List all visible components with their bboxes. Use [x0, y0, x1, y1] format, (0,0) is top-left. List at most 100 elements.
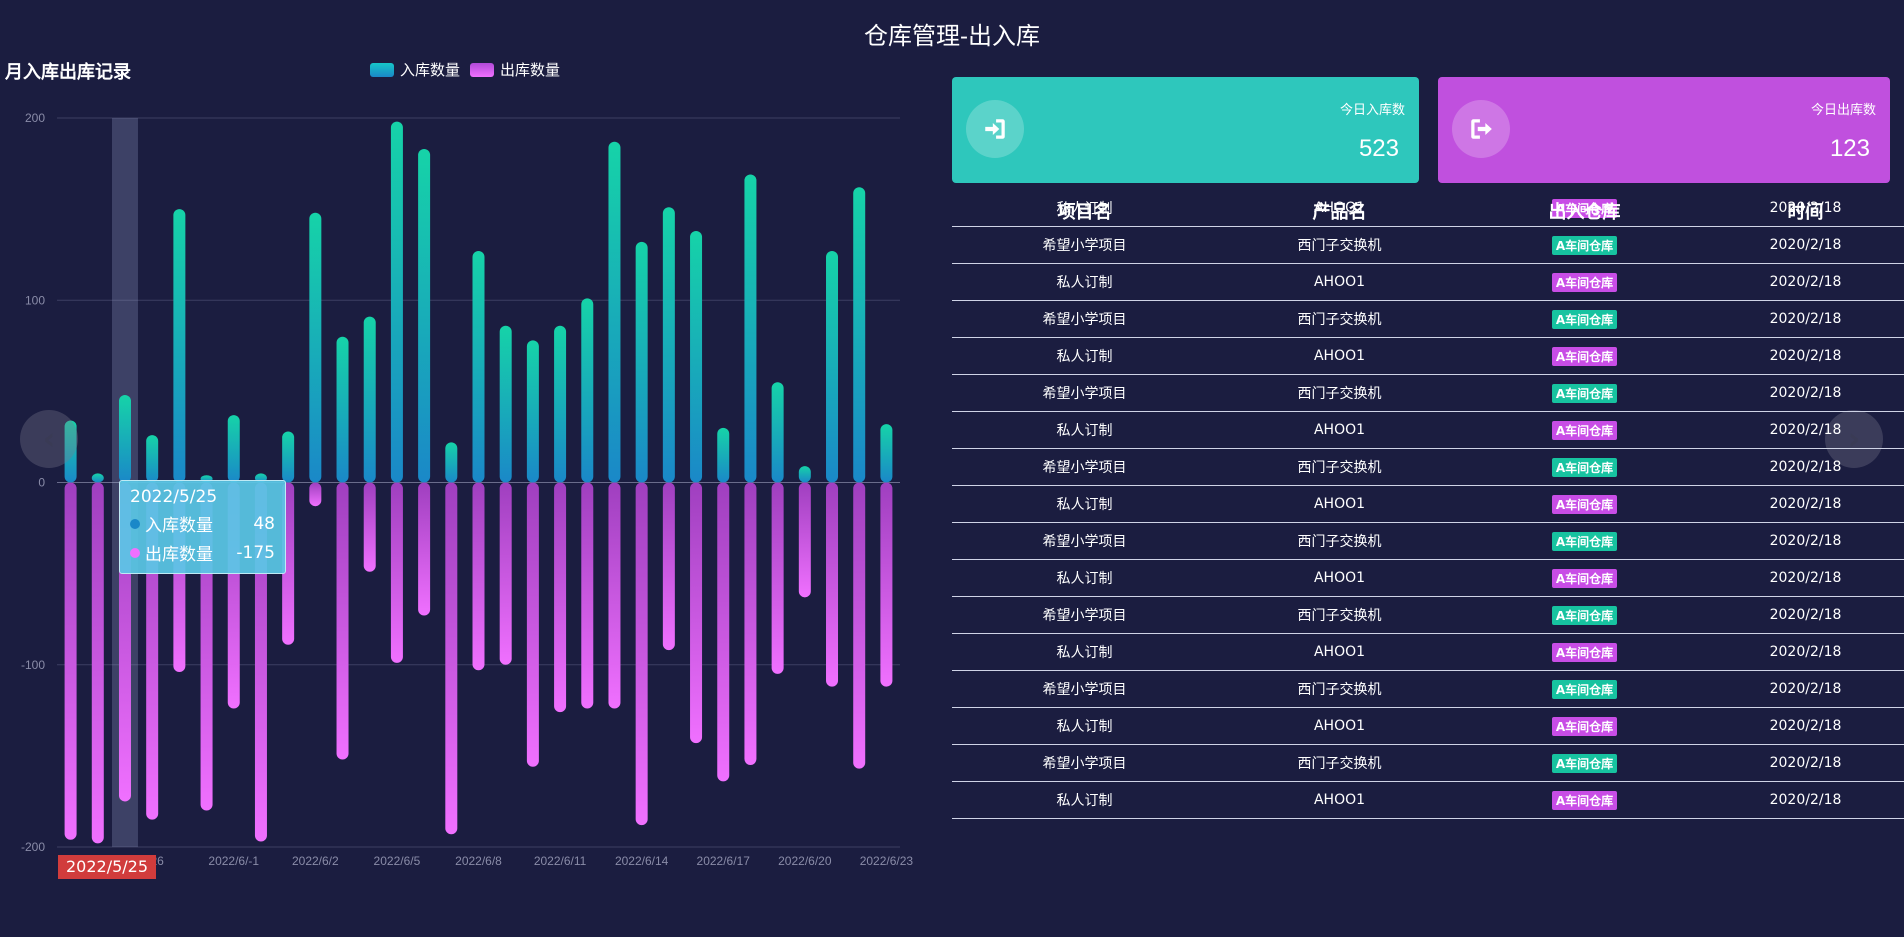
bar-in[interactable]	[64, 420, 77, 483]
table-row[interactable]: 私人订制 AHOO1 A车间仓库 2020/2/18	[952, 198, 1904, 227]
bar-out[interactable]	[418, 482, 431, 616]
table-row[interactable]: 希望小学项目 西门子交换机 A车间仓库 2020/2/18	[952, 301, 1904, 338]
cell-time: 2020/2/18	[1769, 237, 1842, 253]
bar-out[interactable]	[690, 482, 703, 744]
cell-product: AHOO1	[1313, 274, 1366, 290]
legend-item-in[interactable]: 入库数量	[370, 59, 460, 80]
bar-in[interactable]	[309, 212, 322, 483]
table-row[interactable]: 希望小学项目 西门子交换机 A车间仓库 2020/2/18	[952, 671, 1904, 708]
table-row[interactable]: 希望小学项目 西门子交换机 A车间仓库 2020/2/18	[952, 449, 1904, 486]
cell-product: AHOO1	[1313, 792, 1366, 808]
x-tick-label: 2022/6/8	[455, 854, 502, 868]
bar-in[interactable]	[717, 427, 730, 483]
bar-in[interactable]	[173, 209, 186, 483]
bar-out[interactable]	[499, 482, 512, 665]
bar-in[interactable]	[690, 230, 703, 483]
bar-out[interactable]	[554, 482, 567, 713]
cell-time: 2020/2/18	[1769, 681, 1842, 697]
table-row[interactable]: 私人订制 AHOO1 A车间仓库 2020/2/18	[952, 412, 1904, 449]
bar-out[interactable]	[717, 482, 730, 782]
bar-in[interactable]	[499, 325, 512, 483]
cell-warehouse: A车间仓库	[1462, 753, 1707, 773]
table-row[interactable]: 私人订制 AHOO1 A车间仓库 2020/2/18	[952, 708, 1904, 745]
tooltip-row-out: 出库数量 -175	[130, 540, 275, 565]
table-row[interactable]: 私人订制 AHOO1 A车间仓库 2020/2/18	[952, 264, 1904, 301]
y-tick-label: -100	[21, 658, 45, 672]
table-row[interactable]: 希望小学项目 西门子交换机 A车间仓库 2020/2/18	[952, 227, 1904, 264]
bar-in[interactable]	[363, 316, 376, 483]
bar-out[interactable]	[472, 482, 485, 671]
bar-in[interactable]	[146, 435, 159, 483]
bar-in[interactable]	[635, 241, 648, 483]
bar-out[interactable]	[91, 482, 104, 844]
header-warehouse: 出入仓库	[1548, 202, 1621, 223]
bar-out[interactable]	[744, 482, 757, 765]
table-row[interactable]: 希望小学项目 西门子交换机 A车间仓库 2020/2/18	[952, 375, 1904, 412]
bar-in[interactable]	[445, 442, 458, 483]
table-row[interactable]: 私人订制 AHOO1 A车间仓库 2020/2/18	[952, 634, 1904, 671]
bar-out[interactable]	[363, 482, 376, 572]
bar-in[interactable]	[282, 431, 295, 483]
legend-swatch-in	[370, 62, 394, 77]
bar-out[interactable]	[390, 482, 403, 663]
cell-project: 私人订制	[1056, 275, 1113, 291]
bar-out[interactable]	[64, 482, 77, 840]
carousel-next-button[interactable]: ›	[1825, 410, 1883, 468]
table-row[interactable]: 私人订制 AHOO1 A车间仓库 2020/2/18	[952, 782, 1904, 819]
table-row[interactable]: 希望小学项目 西门子交换机 A车间仓库 2020/2/18	[952, 523, 1904, 560]
table-header: 项目名 产品名 出入仓库 时间	[952, 198, 1904, 228]
bar-in[interactable]	[526, 340, 539, 483]
bar-out[interactable]	[853, 482, 866, 769]
bar-in[interactable]	[581, 298, 594, 483]
login-icon	[966, 100, 1024, 158]
cell-time: 2020/2/18	[1769, 607, 1842, 623]
bar-out[interactable]	[771, 482, 784, 674]
bar-in[interactable]	[608, 141, 621, 483]
bar-in[interactable]	[472, 251, 485, 483]
bar-in[interactable]	[418, 148, 431, 483]
cell-time: 2020/2/18	[1769, 200, 1842, 216]
bar-in[interactable]	[744, 174, 757, 483]
records-table: 私人订制 AHOO1 A车间仓库 2020/2/18 希望小学项目 西门子交换机 A车间仓库…	[952, 198, 1904, 848]
chart-tooltip: 2022/5/25 入库数量 48 出库数量 -175	[119, 480, 286, 574]
carousel-prev-button[interactable]: ‹	[20, 410, 78, 468]
bar-in[interactable]	[118, 395, 131, 483]
bar-in[interactable]	[771, 382, 784, 483]
header-product: 产品名	[1312, 202, 1367, 223]
table-row[interactable]: 希望小学项目 西门子交换机 A车间仓库 2020/2/18	[952, 745, 1904, 782]
bar-in[interactable]	[662, 207, 675, 483]
bar-out[interactable]	[309, 482, 322, 507]
bar-in[interactable]	[227, 415, 240, 483]
table-row[interactable]: 希望小学项目 西门子交换机 A车间仓库 2020/2/18	[952, 597, 1904, 634]
bar-out[interactable]	[526, 482, 539, 767]
bar-in[interactable]	[798, 466, 811, 483]
bar-out[interactable]	[608, 482, 621, 709]
bar-out[interactable]	[336, 482, 349, 760]
y-tick-label: 200	[25, 111, 45, 125]
bar-out[interactable]	[635, 482, 648, 826]
table-row[interactable]: 私人订制 AHOO1 A车间仓库 2020/2/18	[952, 486, 1904, 523]
legend-item-out[interactable]: 出库数量	[470, 59, 560, 80]
cell-warehouse: A车间仓库	[1462, 642, 1707, 662]
bar-in[interactable]	[91, 473, 104, 483]
table-row[interactable]: 私人订制 AHOO1 A车间仓库 2020/2/18	[952, 338, 1904, 375]
logout-icon	[1452, 100, 1510, 158]
table-row[interactable]: 私人订制 AHOO1 A车间仓库 2020/2/18	[952, 560, 1904, 597]
bar-out[interactable]	[826, 482, 839, 687]
bar-out[interactable]	[662, 482, 675, 651]
tooltip-label-out: 出库数量	[145, 545, 213, 565]
bar-in[interactable]	[826, 251, 839, 483]
x-tick-label: 2022/6/14	[615, 854, 669, 868]
bar-out[interactable]	[798, 482, 811, 598]
warehouse-badge: A车间仓库	[1551, 494, 1618, 514]
bar-in[interactable]	[880, 424, 893, 483]
cell-project: 私人订制	[1056, 571, 1113, 587]
cell-warehouse: A车间仓库	[1462, 457, 1707, 477]
bar-out[interactable]	[445, 482, 458, 835]
bar-in[interactable]	[853, 187, 866, 483]
bar-in[interactable]	[390, 121, 403, 483]
bar-in[interactable]	[336, 336, 349, 483]
bar-out[interactable]	[581, 482, 594, 709]
bar-in[interactable]	[554, 325, 567, 483]
bar-out[interactable]	[880, 482, 893, 687]
